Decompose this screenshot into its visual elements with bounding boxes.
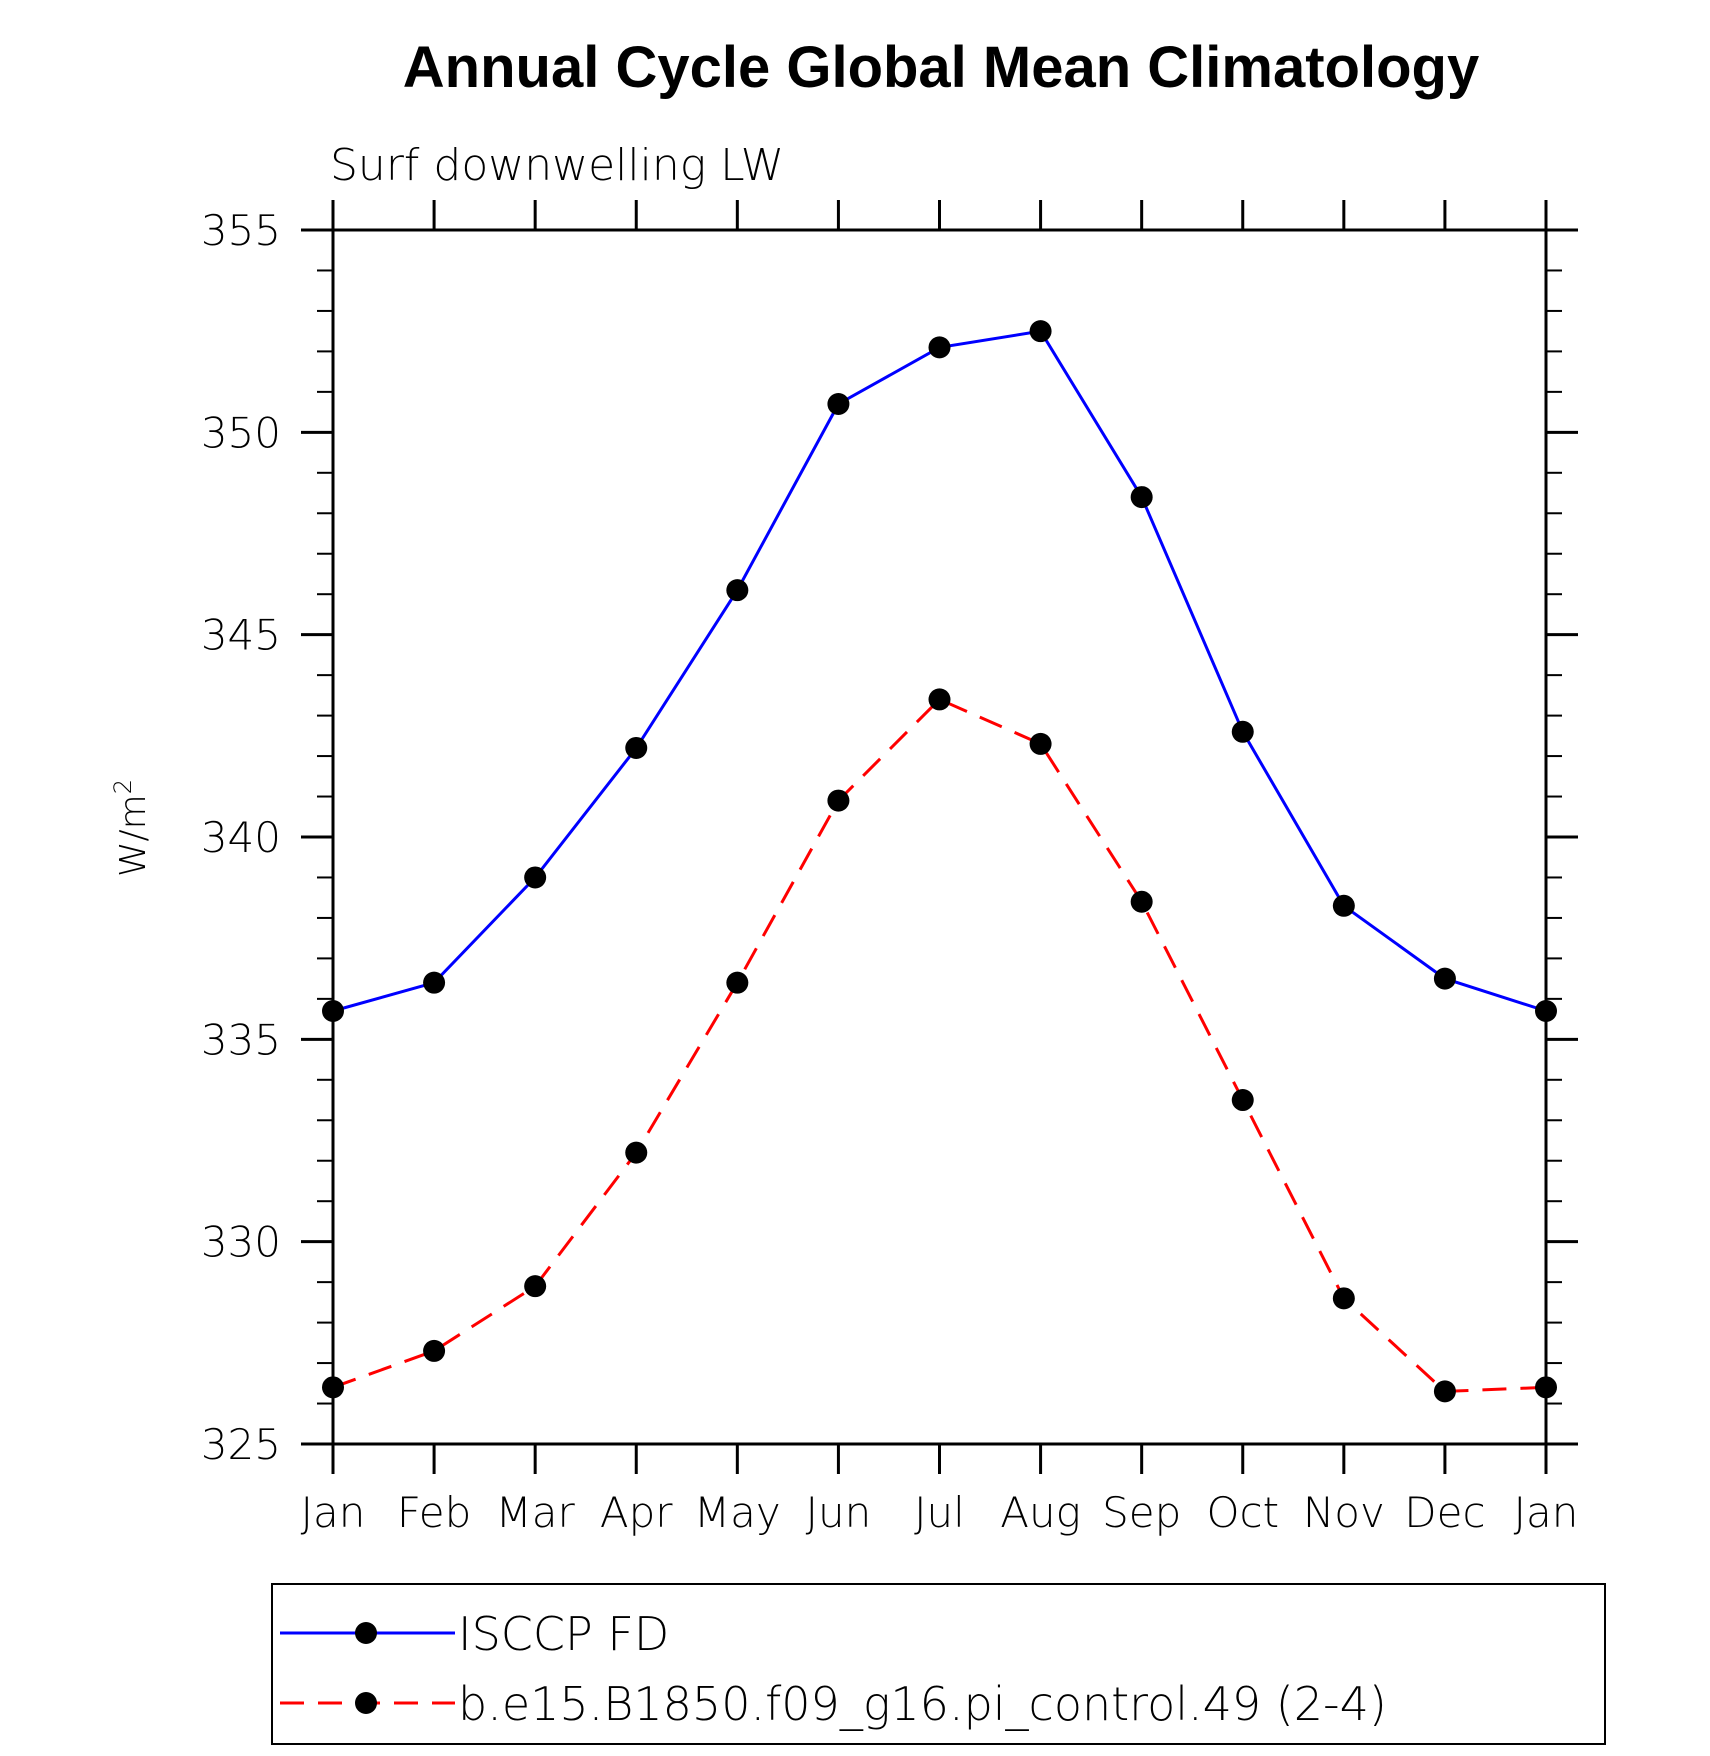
series-1-point <box>1433 1380 1456 1403</box>
series-1-point <box>1332 1287 1355 1310</box>
series-0-point <box>1029 320 1052 343</box>
x-tick-label: Oct <box>1206 1488 1279 1537</box>
y-tick-label: 325 <box>201 1420 281 1469</box>
legend-box <box>271 1583 1606 1745</box>
series-0-point <box>726 579 749 602</box>
series-0-point <box>322 1000 344 1023</box>
series-0-point <box>423 971 446 994</box>
series-0-point <box>625 736 648 759</box>
series-0-point <box>928 336 951 359</box>
y-tick-label: 345 <box>201 611 281 660</box>
x-tick-label: Jan <box>301 1488 366 1537</box>
x-tick-label: Dec <box>1404 1488 1485 1537</box>
series-1-point <box>524 1275 547 1298</box>
series-0-point <box>1130 486 1153 509</box>
series-1-point <box>1535 1376 1557 1399</box>
series-1-point <box>928 688 951 711</box>
series-0-point <box>827 393 850 416</box>
x-tick-label: Jun <box>806 1488 872 1537</box>
y-tick-label: 355 <box>201 206 281 255</box>
legend-marker-1 <box>355 1692 377 1714</box>
series-1-point <box>423 1339 446 1362</box>
series-1-point <box>827 789 850 812</box>
x-tick-label: Feb <box>397 1488 471 1537</box>
y-axis-label: W/m2 <box>109 779 154 877</box>
y-tick-label: 340 <box>201 813 281 862</box>
y-tick-label: 335 <box>201 1015 281 1064</box>
x-tick-label: Jul <box>914 1488 965 1537</box>
series-0-point <box>1332 894 1355 917</box>
x-tick-label: Nov <box>1303 1488 1385 1537</box>
legend-marker-0 <box>355 1622 377 1644</box>
y-tick-label: 330 <box>201 1218 281 1267</box>
legend-label-1: b.e15.B1850.f09_g16.pi_control.49 (2-4) <box>458 1677 1387 1731</box>
x-tick-label: Aug <box>1000 1488 1081 1537</box>
chart-title: Annual Cycle Global Mean Climatology <box>403 35 1479 100</box>
x-tick-label: May <box>694 1488 781 1537</box>
x-tick-label: Apr <box>600 1488 673 1537</box>
series-1-point <box>322 1376 344 1399</box>
series-1-point <box>1231 1089 1254 1112</box>
series-1-point <box>1130 890 1153 913</box>
x-tick-label: Sep <box>1102 1488 1181 1537</box>
series-1-point <box>726 971 749 994</box>
series-0-point <box>1231 720 1254 743</box>
plot-frame <box>331 228 1548 1446</box>
legend-label-0: ISCCP FD <box>458 1607 669 1661</box>
x-tick-label: Mar <box>496 1488 576 1537</box>
series-0-point <box>1535 1000 1557 1023</box>
series-1-point <box>625 1141 648 1164</box>
series-1-point <box>1029 732 1052 755</box>
series-line-0 <box>332 329 1547 1013</box>
x-tick-label: Jan <box>1514 1488 1579 1537</box>
series-0-point <box>1433 967 1456 990</box>
y-tick-label: 350 <box>201 408 281 457</box>
chart-subtitle: Surf downwelling LW <box>330 140 784 191</box>
series-line-1 <box>332 697 1547 1393</box>
series-0-point <box>524 866 547 889</box>
